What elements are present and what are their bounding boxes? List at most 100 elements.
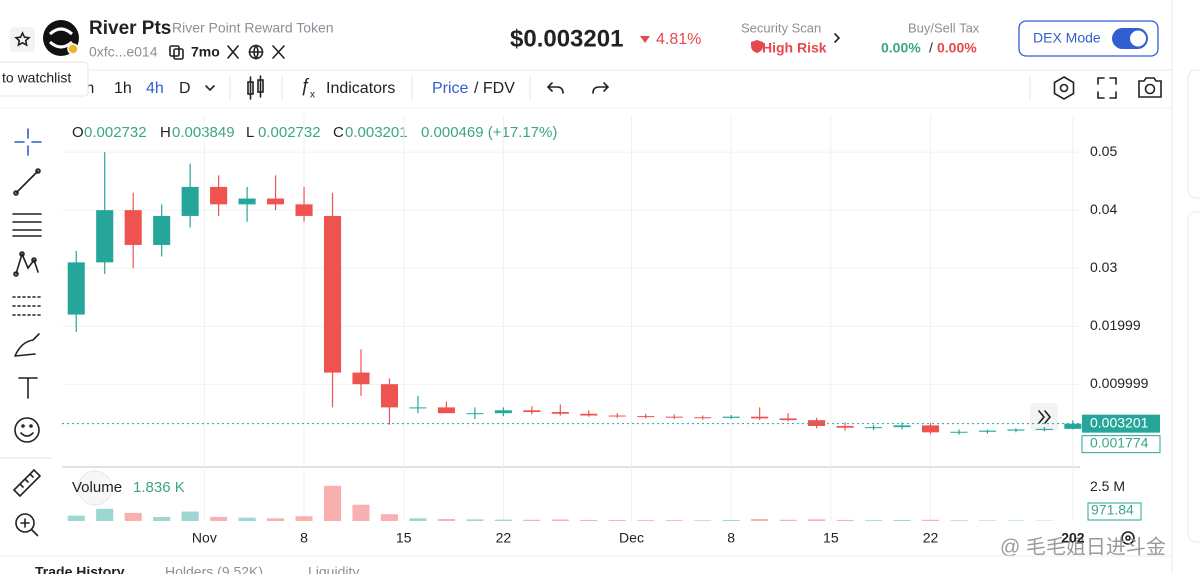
undo[interactable] [546,82,564,94]
y-tick-label: 0.04 [1090,201,1117,217]
interval-menu[interactable] [205,85,215,92]
chart-type[interactable] [247,75,264,100]
candle-body [124,210,142,245]
price: $0.003201 [510,25,623,52]
last-price-label: 0.003201 [1090,414,1149,430]
tooltip [0,61,89,97]
volume-bar [836,519,854,521]
security-value[interactable]: High Risk [762,40,827,56]
fx-icon[interactable]: ƒ [300,75,310,95]
candle-body [409,407,427,409]
side-panel [1187,69,1200,199]
candle-body [210,186,228,205]
fdv-mode[interactable]: / FDV [474,80,515,97]
candle-body [779,418,797,421]
volume-bar [380,514,399,521]
x-tick-label: 22 [496,530,512,546]
redo[interactable] [592,82,610,94]
candle-body [836,425,854,428]
price-mode[interactable]: Price [432,80,469,97]
candle-body [551,412,569,414]
age: 7mo [191,44,220,60]
volume-bar [96,508,114,521]
volume-bar [722,520,740,521]
tax-label: Buy/Sell Tax [908,20,980,35]
fx-icon: x [310,90,315,101]
candle-body [694,417,712,419]
y-tick-label: 0.03 [1090,259,1117,275]
dex-mode-toggle[interactable] [1018,20,1159,57]
legend-value: 0.003201 [345,124,408,141]
risk-icon [751,40,763,53]
volume-bar [694,520,712,521]
last-price-box [1082,414,1160,433]
legend-label: L [246,124,254,141]
candle-body [722,416,740,418]
address: 0xfc...e014 [89,44,158,60]
dex-mode-label: DEX Mode [1033,30,1101,46]
volume-bar [1007,520,1025,521]
candle-body [893,425,911,428]
chart-settings[interactable] [1121,531,1135,545]
screenshot[interactable] [1138,77,1162,98]
candle-body [67,262,85,315]
scroll-right[interactable] [1030,403,1058,431]
candle-body [267,198,285,205]
watchlist-star[interactable] [10,27,35,52]
price-change: 4.81% [656,31,701,48]
tab[interactable]: Trade History [35,564,125,574]
volume-bar [551,519,569,521]
settings[interactable] [1053,76,1075,100]
copy-icon[interactable] [169,45,184,60]
volume-bar [466,519,484,521]
candle-body [921,425,940,433]
volume-bar [637,520,655,521]
candle-body [1035,428,1053,430]
x-tick-label: Dec [619,530,644,546]
volume-bar [238,517,256,521]
volume-bar [494,519,512,521]
volume-label: Volume [72,479,122,496]
symbol: River Pts [89,18,171,39]
y-tick-label: 0.05 [1090,143,1117,159]
candle-body [380,384,399,408]
candle-body [665,416,683,418]
x-tick-label: Nov [192,530,217,546]
legend-label: H [160,124,171,141]
interval[interactable]: D [179,80,191,97]
volume-bar [210,516,228,521]
candle-body [950,431,968,433]
security-label: Security Scan [741,20,821,35]
volume-bar [665,520,683,521]
volume-bar [181,511,199,521]
legend-value: 0.002732 [258,124,321,141]
candle-body [808,420,826,426]
candle-body [96,210,114,263]
candle-body [978,430,996,432]
volume-value: 1.836 K [133,479,185,496]
x-tick-label: 8 [727,530,735,546]
candle-body [637,416,655,418]
fullscreen[interactable] [1097,77,1117,99]
candle-body [352,372,370,385]
tab[interactable]: Holders (9.52K) [165,564,263,574]
y-tick-label: 0.009999 [1090,375,1149,391]
legend-value: 0.002732 [84,124,147,141]
volume-bar [295,516,313,521]
volume-bar [608,520,626,521]
tab[interactable]: Liquidity [308,564,359,574]
indicators[interactable]: Indicators [326,80,395,97]
volume-bar [950,520,968,521]
candle-body [437,407,455,414]
interval[interactable]: 1h [114,80,132,97]
pane-button[interactable] [77,470,113,506]
drawing-tools[interactable] [12,128,42,537]
volume-bar [893,520,911,521]
interval[interactable]: 4h [146,80,164,97]
volume-bar [808,519,826,521]
volume-bar [437,518,455,521]
side-panel [1187,211,1200,543]
candle-body [1064,423,1082,429]
social-icons[interactable] [227,44,285,61]
